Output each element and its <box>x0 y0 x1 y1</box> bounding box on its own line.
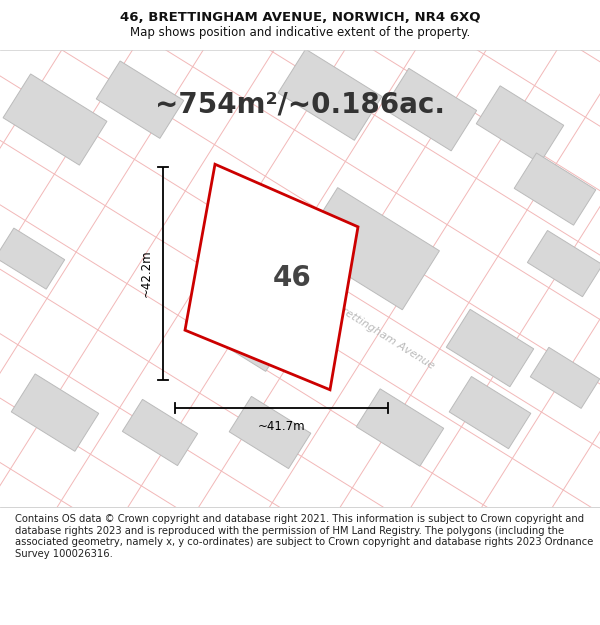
Text: ~42.2m: ~42.2m <box>140 250 153 298</box>
Text: Map shows position and indicative extent of the property.: Map shows position and indicative extent… <box>130 26 470 39</box>
Polygon shape <box>476 86 564 163</box>
Text: ~754m²/~0.186ac.: ~754m²/~0.186ac. <box>155 91 445 119</box>
Polygon shape <box>0 228 65 289</box>
Text: ~41.7m: ~41.7m <box>257 419 305 432</box>
Text: 46, BRETTINGHAM AVENUE, NORWICH, NR4 6XQ: 46, BRETTINGHAM AVENUE, NORWICH, NR4 6XQ <box>120 11 480 24</box>
Text: Brettingham Avenue: Brettingham Avenue <box>334 301 437 371</box>
Polygon shape <box>356 389 444 466</box>
Text: Contains OS data © Crown copyright and database right 2021. This information is : Contains OS data © Crown copyright and d… <box>15 514 593 559</box>
Polygon shape <box>301 188 439 310</box>
Polygon shape <box>449 376 531 449</box>
Polygon shape <box>530 348 600 408</box>
Polygon shape <box>185 275 295 371</box>
Polygon shape <box>383 68 476 151</box>
Polygon shape <box>278 49 382 140</box>
Polygon shape <box>446 309 534 387</box>
Polygon shape <box>11 374 99 451</box>
Polygon shape <box>185 164 358 390</box>
Polygon shape <box>514 153 596 225</box>
Polygon shape <box>3 74 107 165</box>
Polygon shape <box>527 231 600 297</box>
Text: 46: 46 <box>272 264 311 292</box>
Polygon shape <box>122 399 197 466</box>
Polygon shape <box>229 396 311 469</box>
Polygon shape <box>96 61 184 138</box>
